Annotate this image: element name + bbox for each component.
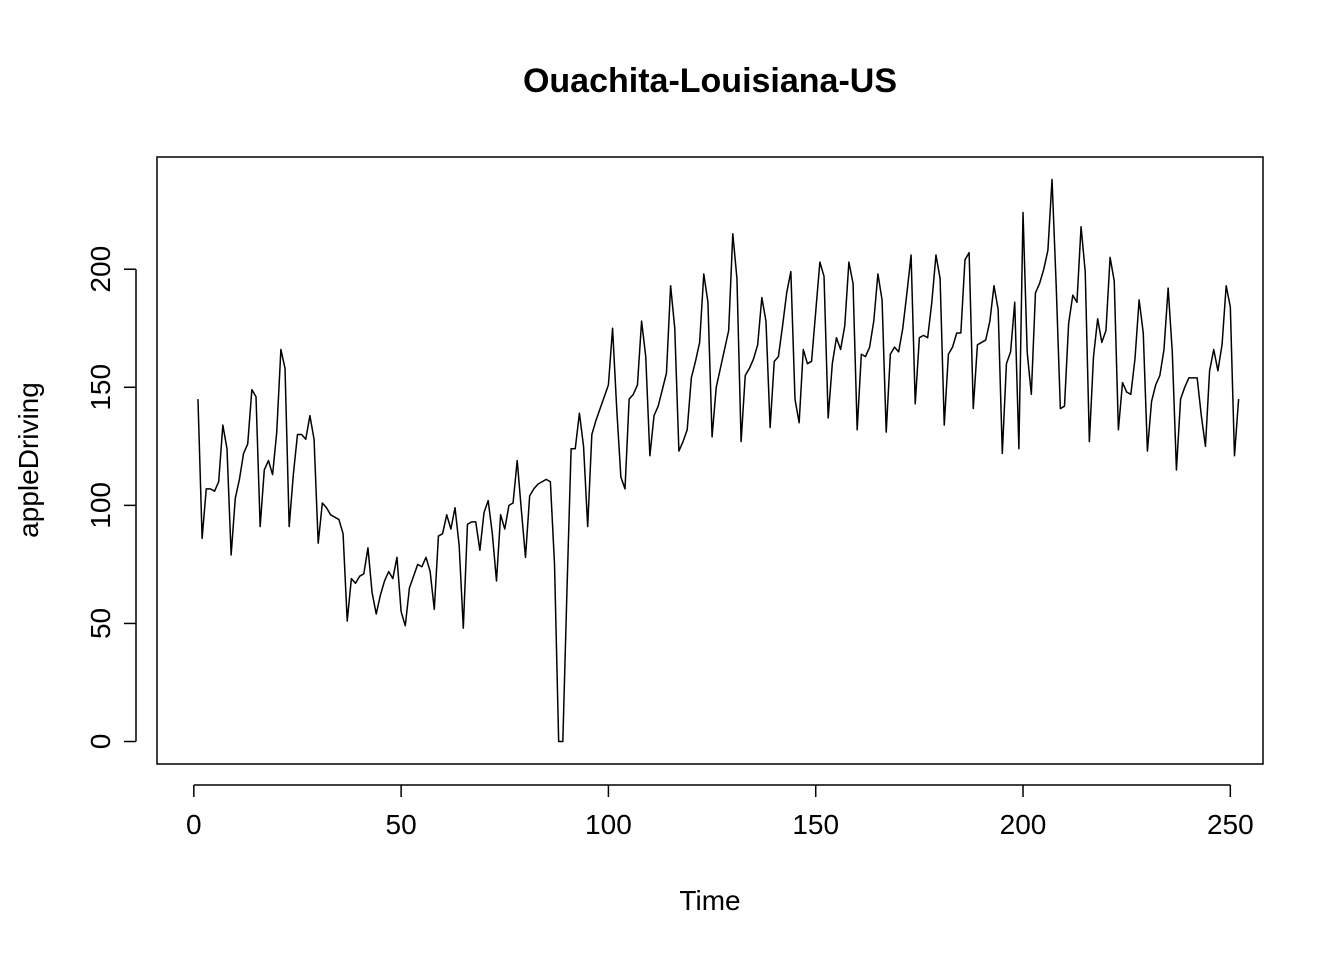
y-axis-label: appleDriving bbox=[13, 382, 44, 538]
x-axis-label: Time bbox=[679, 885, 740, 916]
y-tick-label: 0 bbox=[85, 734, 116, 750]
x-tick-label: 100 bbox=[585, 809, 632, 840]
y-axis: 0 50 100 150 200 bbox=[85, 246, 137, 750]
x-tick-label: 0 bbox=[186, 809, 202, 840]
y-tick-label: 150 bbox=[85, 364, 116, 411]
y-tick-label: 100 bbox=[85, 482, 116, 529]
chart-title: Ouachita-Louisiana-US bbox=[523, 62, 897, 100]
x-tick-label: 200 bbox=[1000, 809, 1047, 840]
y-tick-label: 50 bbox=[85, 608, 116, 639]
y-tick-label: 200 bbox=[85, 246, 116, 293]
x-tick-label: 150 bbox=[792, 809, 839, 840]
series-line bbox=[197, 178, 1240, 743]
x-tick-label: 250 bbox=[1207, 809, 1254, 840]
x-tick-label: 50 bbox=[386, 809, 417, 840]
x-axis: 0 50 100 150 200 250 bbox=[186, 784, 1254, 840]
plot-frame bbox=[156, 156, 1264, 765]
